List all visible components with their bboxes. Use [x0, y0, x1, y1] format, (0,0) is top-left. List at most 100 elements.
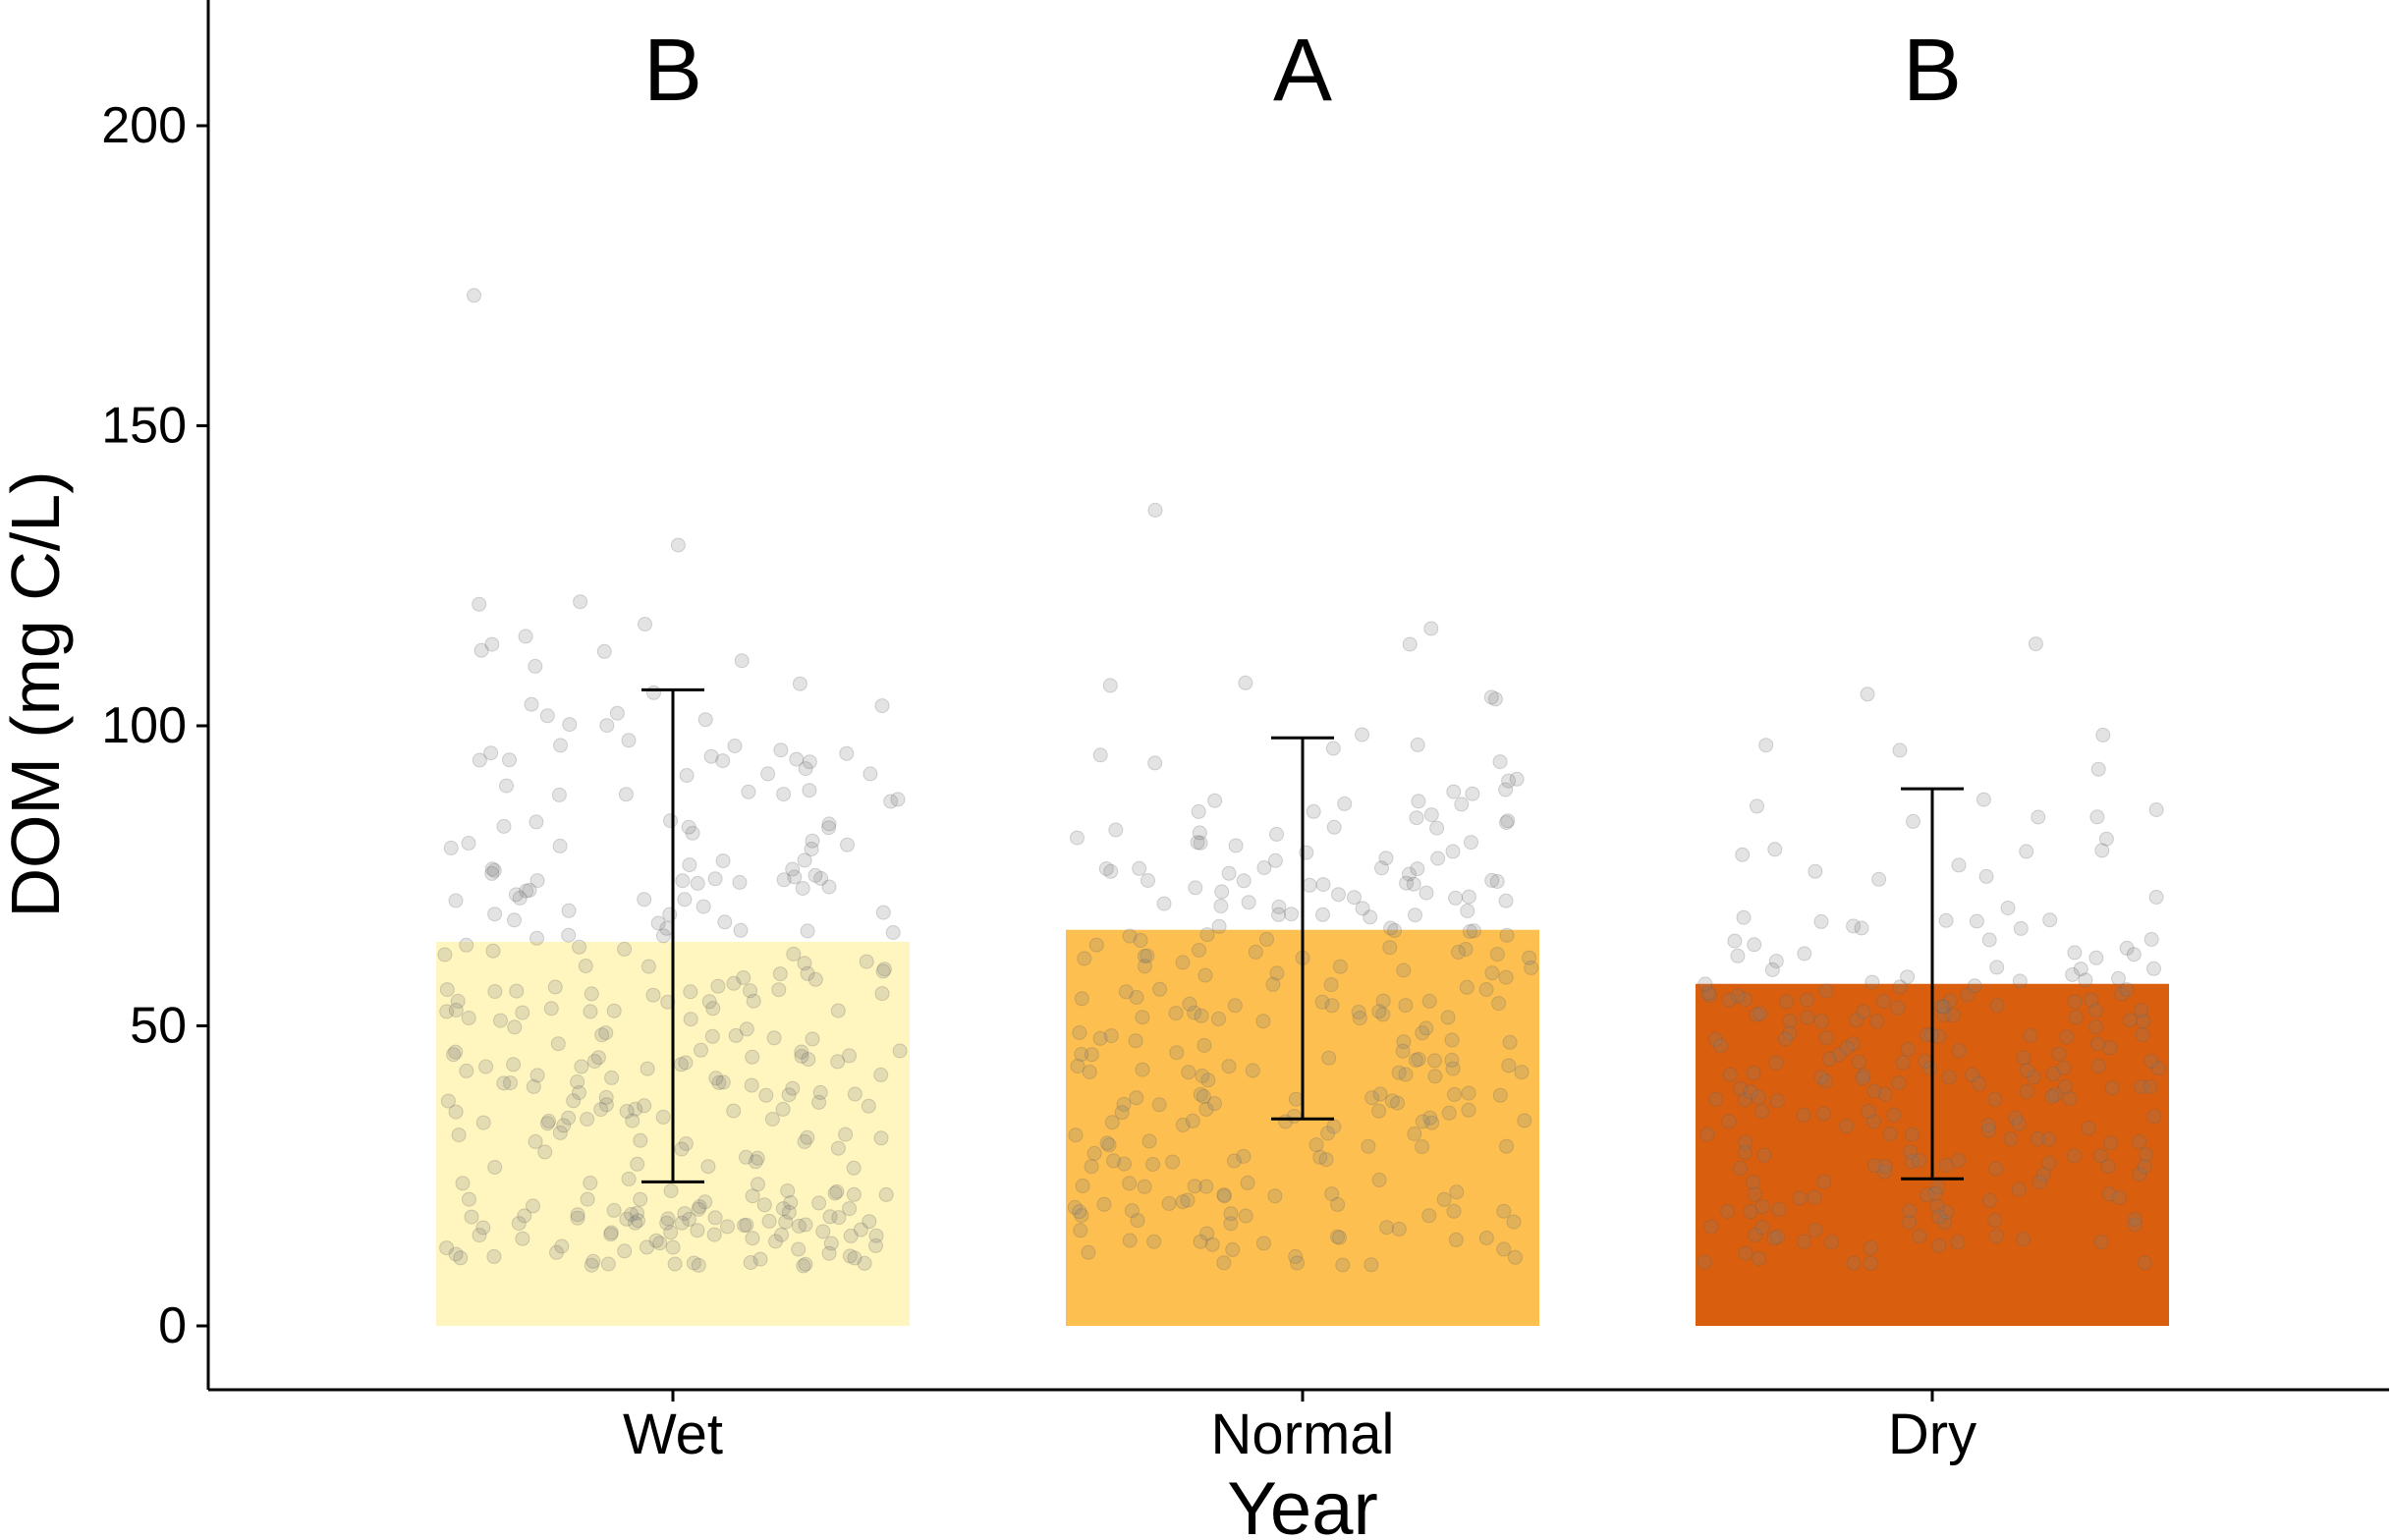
- data-point: [743, 983, 758, 999]
- data-point: [875, 963, 891, 979]
- data-point: [1871, 871, 1887, 887]
- data-point: [1951, 1043, 1967, 1059]
- data-point: [1421, 1208, 1437, 1224]
- data-point: [2143, 1079, 2158, 1095]
- data-point: [1122, 1233, 1138, 1248]
- data-point: [733, 922, 749, 938]
- data-point: [821, 816, 837, 832]
- data-point: [842, 1048, 857, 1064]
- data-point: [1236, 1148, 1252, 1164]
- data-point: [1967, 978, 1982, 994]
- data-point: [1361, 1138, 1376, 1154]
- data-point: [743, 1255, 758, 1270]
- data-point: [883, 794, 899, 809]
- data-point: [1387, 922, 1403, 938]
- data-point: [1410, 737, 1425, 752]
- data-point: [1302, 877, 1317, 893]
- error-bar-wet: [641, 688, 704, 1183]
- data-point: [1895, 1055, 1911, 1071]
- data-point: [621, 733, 637, 748]
- data-point: [2150, 1061, 2166, 1076]
- data-point: [543, 1001, 559, 1017]
- data-point: [1086, 1145, 1102, 1161]
- data-point: [1856, 1068, 1871, 1083]
- data-point: [561, 1110, 577, 1126]
- data-point: [1396, 1034, 1412, 1050]
- data-point: [618, 787, 634, 802]
- data-point: [800, 923, 815, 939]
- data-point: [1363, 909, 1378, 925]
- data-point: [1429, 820, 1445, 836]
- data-point: [1221, 865, 1237, 881]
- data-point: [1766, 1231, 1782, 1246]
- data-point: [2047, 1086, 2063, 1102]
- data-point: [539, 708, 555, 724]
- data-point: [1098, 861, 1114, 876]
- data-point: [1067, 1199, 1083, 1215]
- data-point: [1906, 813, 1920, 829]
- data-point: [1722, 1067, 1738, 1082]
- data-point: [1330, 1196, 1346, 1212]
- data-point: [1415, 1025, 1430, 1041]
- data-point: [1767, 842, 1783, 857]
- data-point: [451, 1128, 467, 1143]
- data-point: [1877, 1086, 1893, 1102]
- data-point: [1863, 1255, 1878, 1271]
- data-point: [1770, 1229, 1786, 1244]
- data-point: [1449, 1184, 1465, 1200]
- data-point: [2101, 1186, 2117, 1202]
- data-point: [522, 882, 537, 898]
- data-point: [800, 965, 815, 981]
- data-point: [1259, 931, 1274, 947]
- data-point: [2081, 1121, 2096, 1136]
- data-point: [873, 1130, 889, 1146]
- data-point: [1969, 913, 1984, 929]
- data-point: [570, 1207, 585, 1223]
- data-point: [663, 813, 678, 829]
- y-tick-label: 150: [101, 398, 187, 455]
- data-point: [1194, 1008, 1209, 1023]
- data-point: [1072, 1025, 1087, 1040]
- data-point: [1074, 1047, 1089, 1062]
- data-point: [683, 1012, 698, 1027]
- data-point: [2111, 1189, 2127, 1205]
- data-point: [1900, 969, 1916, 985]
- data-point: [2134, 1003, 2149, 1018]
- data-point: [1483, 689, 1499, 705]
- data-point: [1951, 1152, 1966, 1168]
- data-point: [1922, 1061, 1938, 1076]
- data-point: [1507, 1249, 1523, 1265]
- data-point: [1318, 1152, 1334, 1168]
- data-point: [574, 1059, 589, 1074]
- data-point: [677, 892, 693, 908]
- data-point: [691, 1257, 706, 1273]
- data-point: [1444, 1052, 1460, 1068]
- data-point: [678, 1055, 694, 1071]
- data-point: [1092, 747, 1108, 763]
- data-point: [831, 1210, 847, 1226]
- x-axis-title: Year: [1227, 1467, 1378, 1540]
- data-point: [2089, 1036, 2105, 1052]
- data-point: [1124, 1203, 1140, 1219]
- data-point: [1255, 1236, 1271, 1251]
- x-tick-label-wet: Wet: [623, 1402, 723, 1466]
- data-point: [678, 1136, 694, 1151]
- data-point: [823, 1236, 839, 1251]
- data-point: [691, 1201, 706, 1217]
- data-point: [1267, 1188, 1283, 1204]
- data-point: [1228, 838, 1244, 853]
- data-point: [1161, 1195, 1177, 1211]
- data-point: [1147, 502, 1163, 518]
- data-point: [839, 745, 855, 761]
- data-point: [598, 1025, 614, 1041]
- data-point: [1796, 1108, 1811, 1123]
- data-point: [1106, 1153, 1122, 1169]
- data-point: [682, 857, 697, 873]
- data-point: [507, 1019, 523, 1035]
- data-point: [640, 1061, 655, 1076]
- data-point: [617, 1243, 633, 1259]
- data-point: [1747, 937, 1762, 953]
- data-point: [750, 1150, 765, 1166]
- data-point: [461, 836, 476, 851]
- data-point: [2126, 947, 2142, 962]
